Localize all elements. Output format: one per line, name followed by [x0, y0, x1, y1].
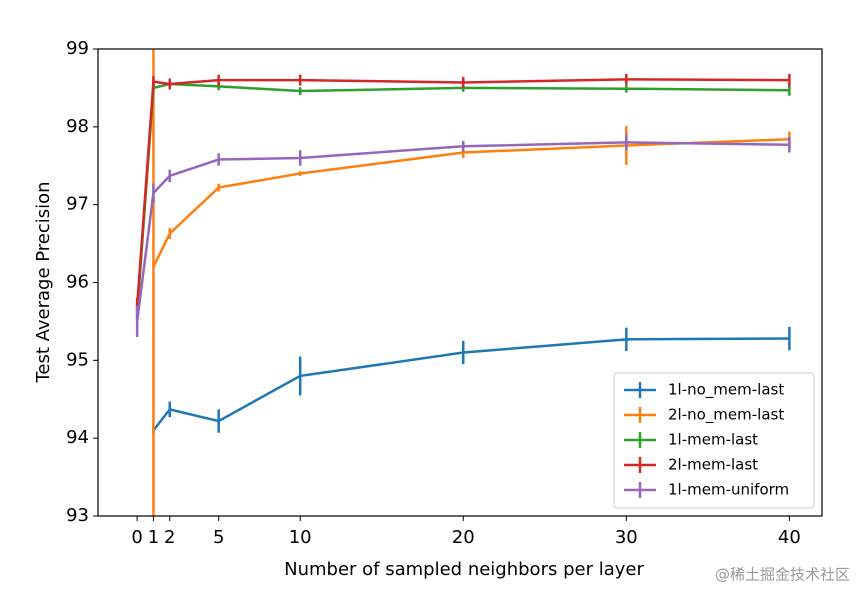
y-tick-label: 99 [66, 38, 89, 59]
legend-label: 1l-mem-uniform [668, 481, 789, 499]
series-line [135, 82, 790, 314]
x-axis-label: Number of sampled neighbors per layer [284, 559, 644, 580]
legend-box [613, 372, 815, 509]
y-axis-label: Test Average Precision [33, 181, 54, 383]
x-tick-label: 30 [615, 527, 638, 548]
x-tick-label: 5 [213, 527, 224, 548]
x-tick-label: 10 [289, 527, 312, 548]
axes-frame [97, 48, 823, 517]
y-tick-label: 97 [66, 194, 89, 215]
legend-label: 2l-mem-last [668, 456, 758, 474]
x-tick-label: 0 [131, 527, 142, 548]
watermark: @稀土掘金技术社区 [715, 566, 850, 584]
y-tick-label: 96 [66, 272, 89, 293]
series-line [135, 78, 790, 306]
y-tick-label: 95 [66, 349, 89, 370]
legend-label: 1l-mem-last [668, 431, 758, 449]
x-tick-label: 2 [164, 527, 175, 548]
series-line [135, 141, 790, 322]
legend-label: 2l-no_mem-last [668, 406, 784, 425]
y-tick-label: 94 [66, 427, 89, 448]
x-tick-label: 40 [778, 527, 801, 548]
legend-label: 1l-no_mem-last [668, 381, 784, 400]
plot-area [135, 49, 791, 516]
legend: 1l-no_mem-last 2l-no_mem-last 1l-mem-last 2… [613, 372, 815, 509]
y-tick-label: 93 [66, 505, 89, 526]
x-tick-label: 1 [148, 527, 159, 548]
y-tick-label: 98 [66, 116, 89, 137]
x-tick-label: 20 [452, 527, 475, 548]
